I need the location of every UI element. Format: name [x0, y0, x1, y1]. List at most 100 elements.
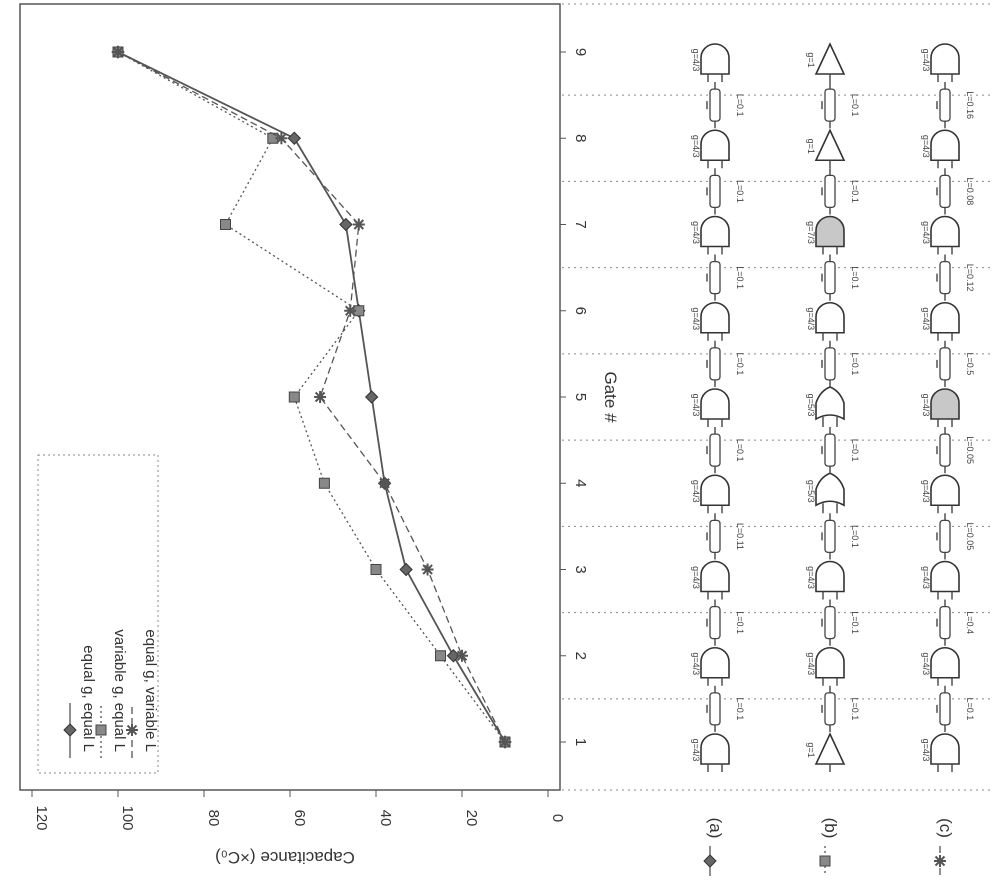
- inv-gate: [814, 732, 846, 772]
- wire-resistor: [939, 519, 951, 554]
- value-tick-label: 100: [119, 805, 136, 830]
- gate-size-label: g=4/3: [691, 221, 701, 244]
- wire-resistor: [824, 692, 836, 726]
- wire-resistor: [709, 433, 721, 467]
- data-point-diamond: [399, 562, 413, 577]
- nand-gate: [700, 647, 730, 686]
- gate-tick-label: 7: [572, 220, 589, 228]
- nand-gate: [930, 733, 960, 772]
- nand-body: [700, 733, 730, 765]
- gate-size-label: g=4/3: [921, 135, 931, 158]
- inverter-body: [814, 128, 846, 162]
- wire-resistor: [939, 605, 951, 640]
- nand-body: [930, 388, 960, 420]
- gate-size-label: g=4/3: [691, 566, 701, 589]
- nand-gate: [815, 647, 845, 686]
- inv-gate: [814, 128, 846, 169]
- data-point-square: [288, 391, 300, 403]
- gate-size-label: g=4/3: [691, 394, 701, 417]
- nand-gate: [930, 302, 960, 341]
- data-point-asterisk: [499, 736, 511, 748]
- wire-resistor: [709, 347, 721, 381]
- wire-length-label: L=0.1: [965, 697, 975, 720]
- nand-body: [700, 302, 730, 334]
- wire-resistor: [939, 433, 951, 467]
- wire-length-label: L=0.08: [965, 177, 975, 205]
- value-axis: 0 20 40 60 80 100 120: [31, 790, 566, 831]
- nand-body: [930, 560, 960, 593]
- wire-resistor: [824, 174, 836, 209]
- wire-length-label: L=0.1: [850, 94, 860, 117]
- gate-tick-label: 8: [572, 134, 589, 142]
- data-point-diamond: [703, 854, 717, 868]
- gate-size-label: g=7/3: [806, 221, 816, 244]
- gate-size-label: g=4/3: [691, 49, 701, 72]
- nand-gate: [930, 647, 960, 686]
- wire-resistor: [939, 174, 951, 209]
- nand-gate: [700, 388, 730, 427]
- nand-body: [930, 647, 960, 679]
- nand-body: [930, 43, 960, 75]
- wire-resistor: [939, 260, 951, 295]
- gate-size-label: g=4/3: [921, 394, 931, 417]
- nand-gate: [700, 733, 730, 772]
- gate-size-label: g=4/3: [921, 739, 931, 762]
- wire-length-label: L=0.1: [735, 352, 745, 375]
- inv-gate: [814, 42, 846, 82]
- row-tags: (a) (b) (c): [703, 818, 955, 876]
- legend-label-3: equal g, variable L: [142, 629, 159, 752]
- nor-gate: [815, 472, 845, 514]
- nand-gate: [700, 302, 730, 341]
- nand-body: [930, 302, 960, 334]
- nand-body: [700, 388, 730, 420]
- gate-size-label: g=4/3: [806, 307, 816, 330]
- value-tick-label: 60: [291, 810, 308, 827]
- gate-size-label: g=1: [806, 742, 816, 757]
- data-point-square: [318, 477, 330, 489]
- value-tick-label: 0: [549, 814, 566, 822]
- asterisk-stroke: [422, 564, 433, 575]
- wire-resistor: [939, 692, 951, 726]
- value-tick-label: 40: [377, 810, 394, 827]
- nand-gate: [700, 43, 730, 82]
- nand-gate: [700, 560, 730, 600]
- data-point-asterisk: [344, 304, 357, 317]
- gate-tick-label: 2: [572, 652, 589, 660]
- legend-label-1: equal g, equal L: [80, 645, 97, 752]
- wire-resistor: [709, 174, 721, 209]
- gate-axis-label: Gate #: [601, 371, 620, 423]
- data-point-asterisk: [314, 391, 327, 403]
- asterisk-stroke: [499, 736, 511, 748]
- gate-size-label: g=4/3: [691, 480, 701, 503]
- nand-body: [700, 43, 730, 75]
- asterisk-stroke: [379, 478, 390, 489]
- inverter-body: [814, 42, 846, 75]
- asterisk-stroke: [456, 650, 468, 661]
- value-tick-label: 20: [463, 810, 480, 827]
- gate-size-label: g=4/3: [806, 566, 816, 589]
- legend: equal g, equal L variable g, equal L equ…: [37, 454, 159, 774]
- value-tick-label: 120: [33, 805, 50, 830]
- gate-size-label: g=4/3: [921, 480, 931, 503]
- nor-body: [815, 472, 845, 507]
- data-point-diamond: [339, 217, 353, 232]
- nand-body: [700, 560, 730, 593]
- wire-length-label: L=0.5: [965, 352, 975, 375]
- gate-size-label: g=4/3: [921, 566, 931, 589]
- value-tick-label: 80: [205, 810, 222, 827]
- plot-series: [111, 45, 512, 749]
- data-point-diamond: [287, 131, 302, 145]
- wire-resistor: [709, 692, 721, 726]
- wire-length-label: L=0.1: [735, 180, 745, 203]
- wire-length-label: L=0.12: [965, 264, 975, 292]
- data-point-asterisk: [112, 46, 124, 58]
- nand-body: [815, 647, 845, 679]
- nand-gate: [815, 215, 845, 255]
- wire-resistor: [709, 88, 721, 122]
- row-tag: (b): [821, 818, 840, 839]
- nand-body: [930, 474, 960, 507]
- nand-gate: [930, 129, 960, 169]
- gate-size-label: g=4/3: [921, 307, 931, 330]
- gate-size-label: g=4/3: [921, 221, 931, 244]
